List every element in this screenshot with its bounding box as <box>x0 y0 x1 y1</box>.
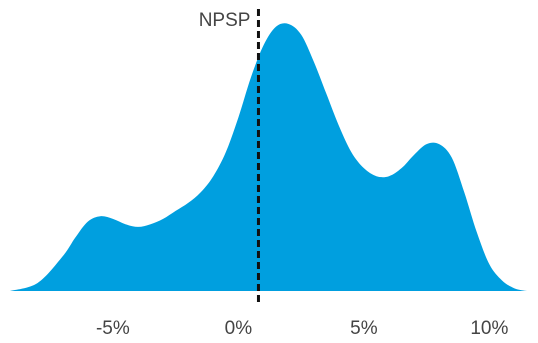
x-tick-label: 5% <box>350 318 378 339</box>
density-area-0 <box>10 23 527 292</box>
x-tick-label: 0% <box>225 318 253 339</box>
x-tick-label: -5% <box>96 318 130 339</box>
reference-line-layer: NPSP <box>199 9 260 306</box>
x-axis-ticks: -5% 0% 5% 10% <box>96 318 508 339</box>
density-area-layer <box>10 23 527 292</box>
x-tick-label: 10% <box>470 318 508 339</box>
reference-line-label: NPSP <box>199 10 251 31</box>
